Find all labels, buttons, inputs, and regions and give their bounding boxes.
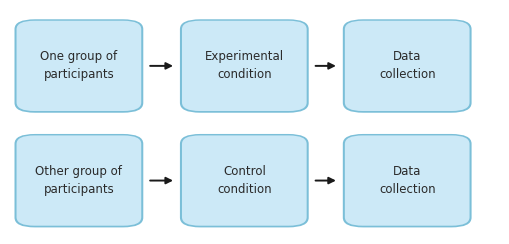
FancyBboxPatch shape: [180, 19, 308, 113]
FancyBboxPatch shape: [16, 135, 141, 226]
Text: Control
condition: Control condition: [217, 165, 272, 196]
FancyBboxPatch shape: [345, 135, 469, 226]
FancyBboxPatch shape: [180, 134, 308, 227]
FancyBboxPatch shape: [345, 21, 469, 111]
FancyBboxPatch shape: [182, 21, 306, 111]
Text: Data
collection: Data collection: [379, 165, 436, 196]
Text: Other group of
participants: Other group of participants: [36, 165, 122, 196]
FancyBboxPatch shape: [16, 21, 141, 111]
FancyBboxPatch shape: [343, 19, 471, 113]
Text: Data
collection: Data collection: [379, 50, 436, 81]
FancyBboxPatch shape: [343, 134, 471, 227]
Text: One group of
participants: One group of participants: [40, 50, 118, 81]
FancyBboxPatch shape: [14, 19, 144, 113]
FancyBboxPatch shape: [14, 134, 144, 227]
FancyBboxPatch shape: [182, 135, 306, 226]
Text: Experimental
condition: Experimental condition: [205, 50, 284, 81]
